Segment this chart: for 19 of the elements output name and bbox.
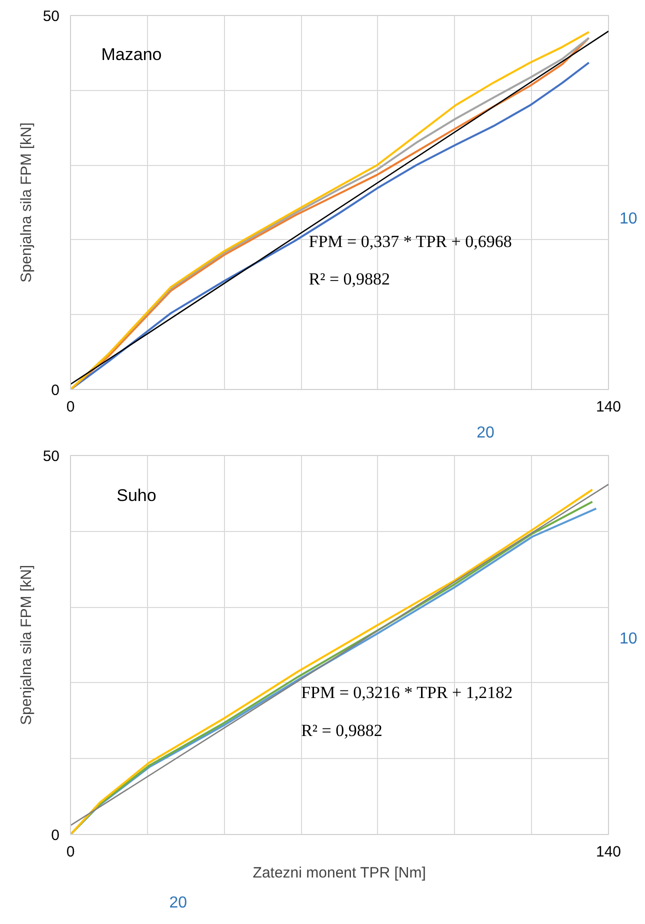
annotation: R² = 0,9882: [308, 270, 390, 289]
y-tick-label: 0: [51, 827, 60, 844]
text: 20: [476, 424, 495, 442]
annotation: FPM = 0,3216 * TPR + 1,2182: [301, 682, 513, 702]
text: 20: [169, 894, 188, 912]
y-tick-label: 50: [42, 8, 60, 25]
text: 10: [620, 630, 638, 648]
x-tick-label: 140: [596, 844, 622, 860]
y-axis-title: Spenjalna sila FPM [kN]: [18, 122, 35, 283]
y-tick-label: 0: [51, 382, 60, 399]
text: 10: [620, 210, 638, 228]
annotation: Mazano: [101, 45, 162, 64]
annotation: Suho: [116, 486, 156, 505]
y-tick-label: 50: [42, 448, 60, 465]
x-tick-label: 140: [596, 398, 622, 416]
annotation: R² = 0,9882: [301, 720, 382, 740]
annotation: FPM = 0,337 * TPR + 0,6968: [308, 232, 512, 252]
y-axis-title: Spenjalna sila FPM [kN]: [18, 564, 35, 726]
x-axis-title: Zatezni monent TPR [Nm]: [252, 864, 426, 882]
